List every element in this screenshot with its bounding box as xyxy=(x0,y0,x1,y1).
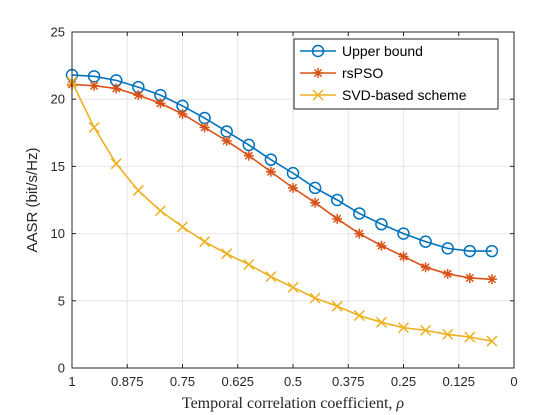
data-point xyxy=(330,193,344,207)
x-axis-label: Temporal correlation coefficient, ρ xyxy=(182,395,404,412)
legend-item: Upper bound xyxy=(300,43,423,59)
legend-label: Upper bound xyxy=(342,43,423,59)
data-point xyxy=(353,207,366,220)
x-axis-label-symbol: ρ xyxy=(395,395,404,412)
data-point xyxy=(464,331,476,343)
legend-marker xyxy=(313,68,323,78)
x-tick-label: 0.625 xyxy=(221,374,254,389)
data-point xyxy=(486,335,498,347)
data-point xyxy=(398,251,409,262)
series-svd-based-scheme xyxy=(66,76,498,347)
data-point xyxy=(242,138,256,152)
data-point xyxy=(154,205,166,217)
data-point xyxy=(420,324,432,336)
data-point xyxy=(111,83,122,94)
y-tick-label: 15 xyxy=(51,159,65,174)
data-point xyxy=(309,292,321,304)
data-point xyxy=(221,135,232,146)
data-point xyxy=(463,244,477,258)
data-point xyxy=(286,166,300,180)
data-point xyxy=(354,228,365,239)
data-point xyxy=(442,328,454,340)
y-tick-label: 0 xyxy=(58,361,65,376)
data-point xyxy=(243,150,254,161)
data-point xyxy=(310,197,321,208)
data-point xyxy=(288,182,298,193)
data-point xyxy=(397,322,410,334)
data-point xyxy=(353,310,365,322)
data-point xyxy=(375,316,387,328)
series-upper-bound xyxy=(65,68,499,258)
data-point xyxy=(441,242,454,255)
legend-label: SVD-based scheme xyxy=(342,87,467,103)
data-point xyxy=(221,248,233,260)
x-tick-label: 0 xyxy=(510,374,517,389)
axis-ticks: 1 0.875 0.75 0.625 0.5 0.375 0.25 0.125 0 0 5 10 15 2… xyxy=(51,25,518,390)
legend: Upper bound rsPSO SVD-based scheme xyxy=(293,38,499,110)
plot-series xyxy=(65,68,499,347)
x-tick-label: 0.5 xyxy=(284,374,302,389)
data-point xyxy=(331,300,343,312)
data-point xyxy=(177,108,188,119)
y-tick-label: 20 xyxy=(51,92,65,107)
data-point xyxy=(308,181,322,195)
data-point xyxy=(176,221,189,233)
series-line xyxy=(71,83,492,281)
legend-item: SVD-based scheme xyxy=(300,87,467,103)
x-tick-label: 1 xyxy=(68,374,75,389)
data-point xyxy=(420,262,431,273)
x-axis-label-text: Temporal correlation coefficient, xyxy=(182,395,392,412)
data-point xyxy=(243,258,255,271)
data-point xyxy=(132,185,144,197)
data-point xyxy=(199,236,211,248)
legend-marker xyxy=(311,44,325,58)
y-tick-label: 25 xyxy=(51,25,65,40)
data-point xyxy=(464,272,475,283)
y-tick-label: 5 xyxy=(58,293,65,308)
data-point xyxy=(375,217,388,231)
data-point xyxy=(486,274,497,285)
data-point xyxy=(442,268,453,279)
data-point xyxy=(376,240,387,251)
y-tick-label: 10 xyxy=(51,226,65,241)
data-point xyxy=(287,281,299,293)
series-line xyxy=(71,81,493,342)
data-point xyxy=(133,90,144,101)
data-point xyxy=(110,158,122,170)
data-point xyxy=(199,122,210,133)
legend-marker xyxy=(312,89,324,101)
x-tick-label: 0.25 xyxy=(391,374,416,389)
x-tick-label: 0.875 xyxy=(111,374,144,389)
data-point xyxy=(88,121,100,133)
data-point xyxy=(265,271,277,283)
data-point xyxy=(419,235,432,248)
data-point xyxy=(264,153,278,166)
data-point xyxy=(155,98,166,109)
series-line xyxy=(71,74,492,252)
x-tick-label: 0.75 xyxy=(170,374,195,389)
data-point xyxy=(397,227,410,240)
x-tick-label: 0.125 xyxy=(442,374,475,389)
legend-label: rsPSO xyxy=(342,65,383,81)
data-point xyxy=(332,213,343,224)
x-tick-label: 0.375 xyxy=(332,374,365,389)
legend-item: rsPSO xyxy=(300,65,383,81)
data-point xyxy=(89,80,100,91)
data-point xyxy=(485,244,499,258)
data-point xyxy=(265,166,276,177)
y-axis-label: AASR (bit/s/Hz) xyxy=(24,147,41,252)
